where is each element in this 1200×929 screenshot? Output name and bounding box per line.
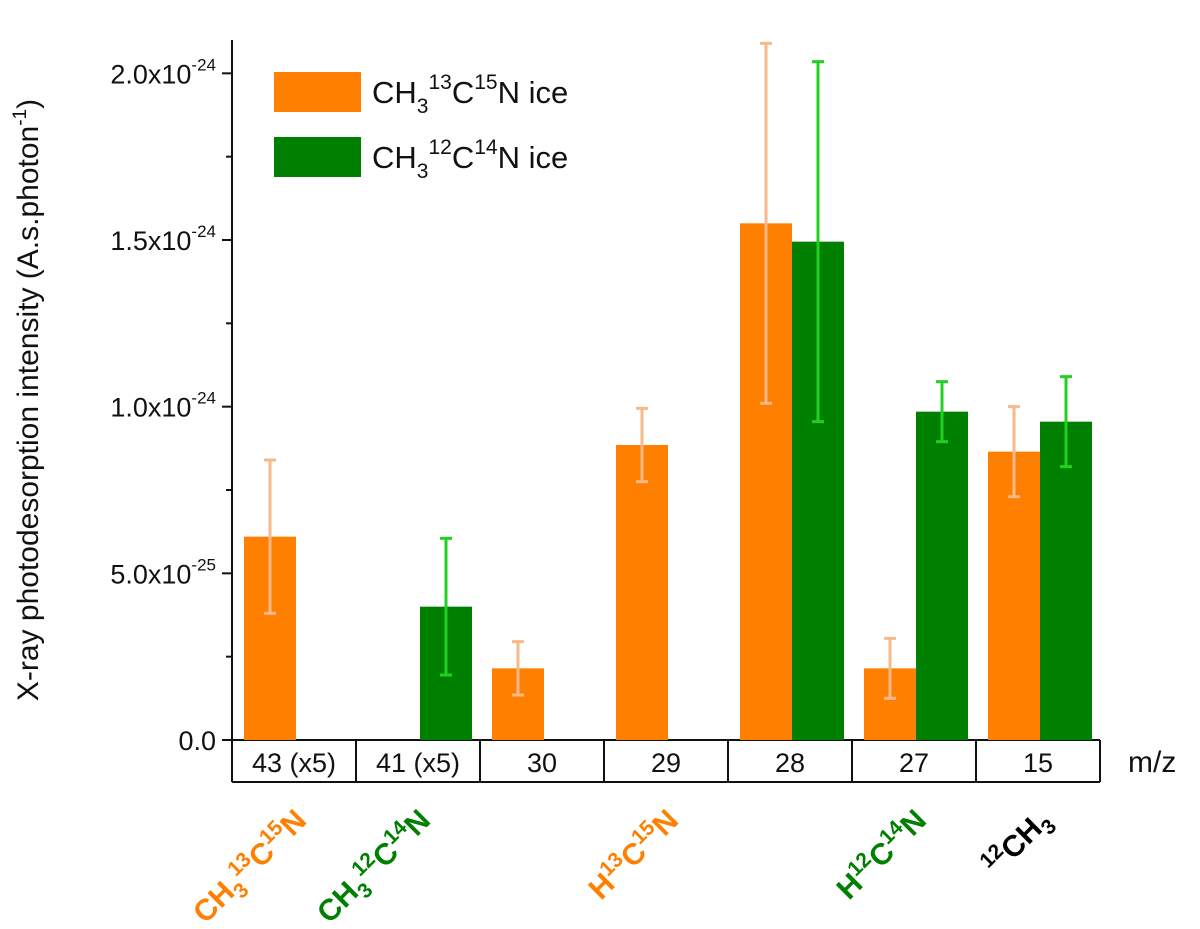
y-axis-label-close: )	[12, 99, 45, 109]
y-tick-label: 1.0x10-24	[110, 389, 216, 423]
y-tick-base: 0.0	[178, 726, 216, 756]
legend-superscript: 13	[428, 71, 451, 94]
x-axis-label: m/z	[1128, 746, 1176, 779]
bar	[616, 445, 668, 740]
legend-text: CH	[372, 140, 417, 175]
bar	[916, 411, 968, 740]
y-tick-exponent: -25	[191, 555, 216, 574]
x-category-label: 28	[775, 748, 805, 778]
x-category-label: 27	[899, 748, 929, 778]
species-label: 12CH3	[975, 801, 1061, 887]
legend-text: CH	[372, 75, 417, 110]
y-tick-exponent: -24	[191, 222, 216, 241]
y-tick-label: 2.0x10-24	[110, 55, 216, 89]
x-category-label: 15	[1023, 748, 1053, 778]
y-tick-label: 1.5x10-24	[110, 222, 216, 256]
legend-superscript: 12	[428, 136, 451, 159]
bars	[244, 223, 1092, 741]
legend-label: CH313C15N ice	[372, 71, 568, 118]
species-label: CH312C14N	[308, 801, 441, 929]
legend-subscript: 3	[417, 160, 429, 183]
y-tick-label: 0.0	[178, 726, 216, 756]
legend-subscript: 3	[417, 95, 429, 118]
legend-label: CH312C14N ice	[372, 136, 568, 183]
x-category-label: 29	[651, 748, 681, 778]
bar	[1040, 421, 1092, 740]
species-label: H13C15N	[580, 801, 685, 906]
y-tick-base: 2.0x10	[110, 59, 191, 89]
error-bars	[264, 41, 1072, 700]
species-label: H12C14N	[828, 801, 933, 906]
species-label: CH313C15N	[184, 801, 317, 929]
legend-swatch	[274, 137, 361, 177]
y-axis-label-text: X-ray photodesorption intensity (A.s.pho…	[12, 126, 45, 701]
y-tick-base: 1.5x10	[110, 226, 191, 256]
y-tick-base: 5.0x10	[110, 559, 191, 589]
axes: 0.05.0x10-251.0x10-241.5x10-242.0x10-244…	[10, 40, 1176, 783]
x-category-label: 41 (x5)	[376, 748, 460, 778]
legend-swatch	[274, 72, 361, 112]
y-tick-base: 1.0x10	[110, 393, 191, 423]
legend-text: N ice	[498, 140, 569, 175]
y-axis-label-superscript: -1	[10, 109, 31, 126]
legend-text: N ice	[498, 75, 569, 110]
bar	[988, 451, 1040, 740]
y-tick-exponent: -24	[191, 55, 216, 74]
x-category-label: 30	[527, 748, 557, 778]
legend-text: C	[452, 140, 474, 175]
legend-text: C	[452, 75, 474, 110]
legend-superscript: 15	[474, 71, 497, 94]
legend-superscript: 14	[474, 136, 498, 159]
y-tick-exponent: -24	[191, 389, 216, 408]
y-tick-label: 5.0x10-25	[110, 555, 216, 589]
y-axis-label: X-ray photodesorption intensity (A.s.pho…	[10, 99, 45, 701]
x-category-label: 43 (x5)	[252, 748, 336, 778]
